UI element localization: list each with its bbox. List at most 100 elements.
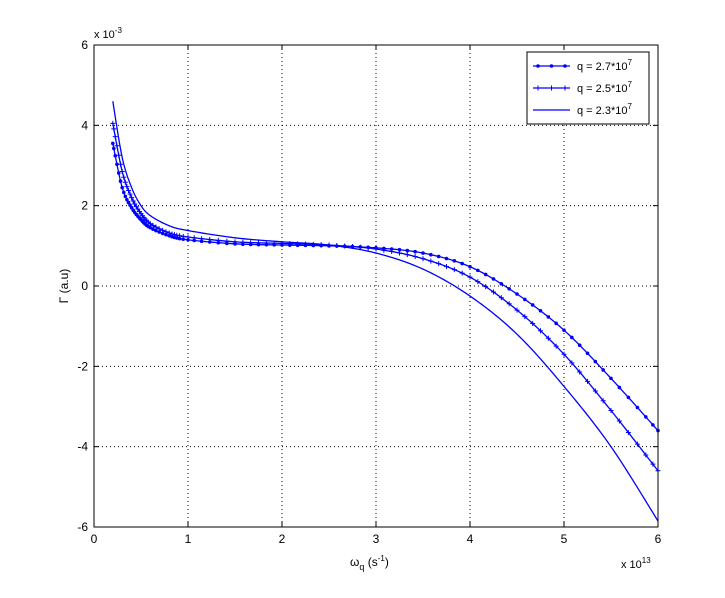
legend-marker bbox=[536, 64, 540, 68]
grid bbox=[94, 45, 658, 527]
legend-marker bbox=[563, 64, 567, 68]
data-point bbox=[160, 227, 166, 233]
data-point bbox=[651, 423, 655, 427]
legend-item-3: q = 2.3*107 bbox=[533, 102, 632, 117]
data-point bbox=[157, 230, 162, 234]
legend-item-2: q = 2.5*107 bbox=[533, 80, 632, 95]
data-point bbox=[585, 351, 590, 356]
data-point bbox=[601, 368, 605, 372]
data-point bbox=[123, 194, 128, 199]
data-point bbox=[468, 264, 472, 269]
data-point bbox=[154, 228, 158, 233]
data-point bbox=[115, 162, 119, 167]
data-point bbox=[626, 395, 631, 400]
data-point bbox=[428, 258, 434, 264]
y-axis-label: Γ (a.u) bbox=[57, 269, 71, 304]
data-point bbox=[248, 240, 254, 246]
data-point bbox=[186, 238, 190, 242]
data-point bbox=[169, 231, 175, 237]
data-point bbox=[483, 284, 489, 290]
data-point bbox=[625, 430, 631, 436]
data-point bbox=[164, 232, 168, 237]
data-point bbox=[121, 190, 126, 195]
data-point bbox=[125, 187, 131, 193]
data-point bbox=[577, 343, 582, 348]
data-point bbox=[643, 452, 649, 458]
x-multiplier: x 1013 bbox=[621, 556, 651, 571]
legend-marker bbox=[535, 85, 541, 91]
data-point bbox=[171, 232, 177, 238]
data-point bbox=[530, 321, 536, 327]
data-point bbox=[224, 238, 230, 244]
data-point bbox=[126, 200, 131, 205]
data-point bbox=[593, 359, 598, 364]
data-point bbox=[112, 134, 118, 140]
y-tick-label: 2 bbox=[81, 199, 88, 213]
data-point bbox=[444, 263, 449, 269]
data-point bbox=[577, 369, 583, 375]
y-tick-label: 6 bbox=[81, 38, 88, 52]
data-point bbox=[174, 232, 180, 238]
ticks bbox=[93, 44, 659, 528]
data-point bbox=[177, 233, 183, 239]
data-point bbox=[167, 233, 171, 238]
data-point bbox=[303, 241, 308, 247]
data-point bbox=[121, 174, 127, 180]
x-tick-label: 0 bbox=[91, 532, 98, 546]
data-point bbox=[180, 233, 186, 239]
x-tick-label: 6 bbox=[655, 532, 662, 546]
data-point bbox=[530, 303, 535, 307]
data-point bbox=[644, 415, 648, 419]
data-point bbox=[166, 230, 172, 236]
data-point bbox=[151, 227, 155, 231]
data-point bbox=[634, 441, 640, 447]
data-point bbox=[199, 239, 204, 244]
data-point bbox=[111, 141, 115, 146]
data-point bbox=[113, 153, 118, 158]
data-point bbox=[412, 254, 418, 260]
data-point bbox=[118, 161, 124, 167]
legend-label: q = 2.5*107 bbox=[577, 80, 632, 95]
data-point bbox=[114, 143, 120, 149]
series-layer bbox=[110, 101, 661, 522]
data-point bbox=[451, 267, 457, 273]
data-point bbox=[546, 315, 551, 319]
data-point bbox=[404, 252, 410, 258]
x-tick-label: 3 bbox=[373, 532, 380, 546]
data-point bbox=[600, 398, 606, 404]
data-point bbox=[538, 309, 543, 313]
data-point bbox=[150, 222, 156, 228]
y-multiplier: x 10-3 bbox=[94, 26, 122, 41]
data-point bbox=[460, 261, 464, 266]
data-point bbox=[498, 295, 504, 301]
x-tick-label: 1 bbox=[185, 532, 192, 546]
data-point bbox=[381, 247, 387, 253]
data-point bbox=[128, 203, 132, 207]
data-point bbox=[459, 270, 465, 276]
data-point bbox=[561, 351, 567, 357]
data-point bbox=[483, 272, 488, 277]
data-point bbox=[553, 343, 559, 349]
data-point bbox=[263, 240, 269, 246]
data-point bbox=[592, 388, 598, 394]
tick-labels: 0 1 2 3 4 5 6 -6 -4 -2 0 2 4 6 bbox=[77, 38, 661, 546]
data-point bbox=[650, 461, 656, 467]
data-point bbox=[130, 198, 136, 204]
data-point bbox=[127, 191, 133, 197]
x-tick-label: 4 bbox=[467, 532, 474, 546]
x-tick-label: 5 bbox=[561, 532, 568, 546]
data-point bbox=[429, 252, 433, 257]
data-point bbox=[124, 184, 130, 190]
data-point bbox=[389, 249, 395, 255]
data-point bbox=[129, 195, 135, 201]
data-point bbox=[585, 378, 590, 384]
data-point bbox=[373, 246, 379, 252]
x-axis-label: ωq (s-1) bbox=[350, 554, 389, 572]
data-point bbox=[436, 254, 441, 259]
data-point bbox=[467, 274, 473, 280]
data-point bbox=[491, 289, 496, 295]
data-point bbox=[397, 247, 402, 252]
data-point bbox=[192, 238, 197, 243]
data-point bbox=[405, 248, 410, 253]
